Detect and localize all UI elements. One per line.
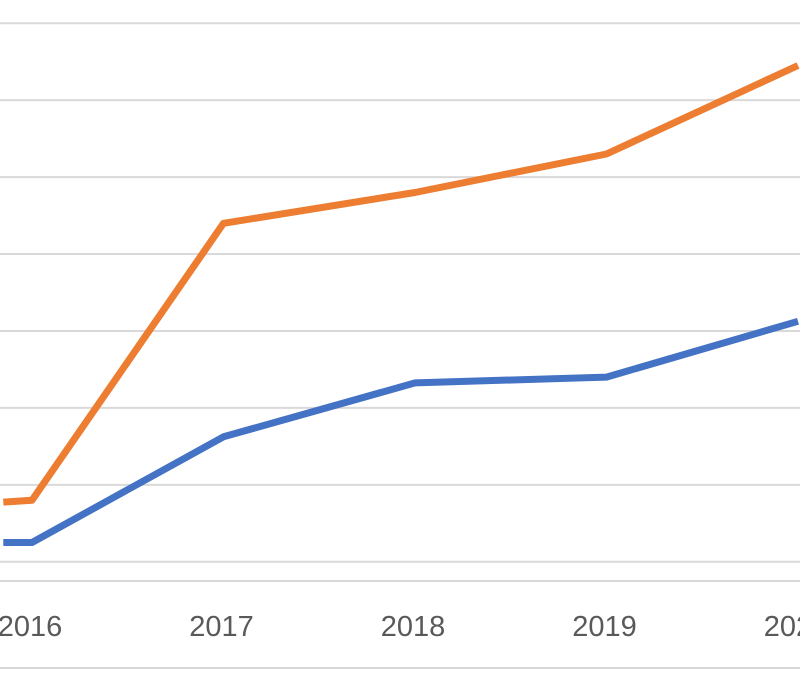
x-tick-label-2020: 2020	[764, 611, 800, 643]
series-line-1	[3, 62, 800, 506]
x-tick-label-2017: 2017	[189, 611, 254, 643]
x-tick-label-2016: 2016	[0, 611, 62, 643]
series-layer	[3, 62, 800, 546]
x-tick-label-2018: 2018	[381, 611, 446, 643]
gridlines	[0, 22, 800, 563]
x-axis-tick-labels: 2016 2017 2018 2019 2020	[0, 611, 800, 643]
series-line-0	[3, 317, 799, 546]
x-tick-label-2019: 2019	[572, 611, 637, 643]
